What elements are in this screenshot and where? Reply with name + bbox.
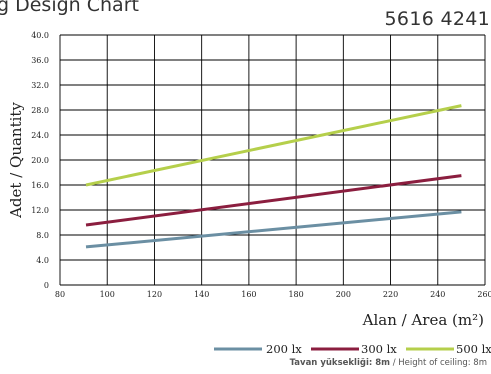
y-tick-label: 8.0 — [36, 231, 49, 240]
x-tick-label: 220 — [383, 290, 398, 299]
x-tick-label: 120 — [147, 290, 162, 299]
y-tick-label: 40.0 — [31, 31, 49, 40]
y-tick-label: 20.0 — [31, 156, 49, 165]
chart-grid — [59, 34, 486, 286]
legend-label: 200 lx — [266, 342, 302, 356]
y-axis-label: Adet / Quantity — [7, 102, 25, 219]
y-tick-label: 4.0 — [36, 256, 49, 265]
ceiling-height-separator: / — [390, 358, 399, 368]
ceiling-height-en: Height of ceiling: 8m — [398, 358, 487, 368]
product-code: 5616 4241 — [384, 8, 490, 30]
x-tick-label: 80 — [55, 290, 65, 299]
series-line-500-lx — [85, 104, 462, 187]
y-tick-label: 32.0 — [31, 81, 49, 90]
chart-series — [85, 104, 462, 249]
chart-ticks: 0 4.0 8.0 12.0 16.0 20.0 24.0 28.0 32.0 36.0 40.0 8… — [31, 31, 491, 299]
ceiling-height-note: Tavan yüksekliği: 8m / Height of ceiling… — [290, 358, 487, 368]
y-tick-label: 36.0 — [31, 56, 49, 65]
series-line-200-lx — [85, 210, 462, 249]
x-tick-label: 140 — [194, 290, 209, 299]
chart-title: g Design Chart — [0, 0, 139, 16]
chart-legend: 200 lx 300 lx 500 lx — [214, 342, 491, 356]
ceiling-height-tr: Tavan yüksekliği: 8m — [289, 358, 390, 368]
x-axis-label: Alan / Area (m²) — [362, 311, 484, 329]
legend-label: 500 lx — [456, 342, 491, 356]
y-tick-label: 24.0 — [31, 131, 49, 140]
x-tick-label: 180 — [288, 290, 303, 299]
x-tick-label: 240 — [430, 290, 445, 299]
x-tick-label: 100 — [100, 290, 115, 299]
y-tick-label: 0 — [44, 281, 49, 290]
y-tick-label: 12.0 — [31, 206, 49, 215]
x-tick-label: 260 — [477, 290, 491, 299]
legend-label: 300 lx — [361, 342, 397, 356]
y-tick-label: 28.0 — [31, 106, 49, 115]
x-tick-label: 200 — [336, 290, 351, 299]
series-line-300-lx — [85, 174, 462, 227]
x-tick-label: 160 — [241, 290, 256, 299]
y-tick-label: 16.0 — [31, 181, 49, 190]
